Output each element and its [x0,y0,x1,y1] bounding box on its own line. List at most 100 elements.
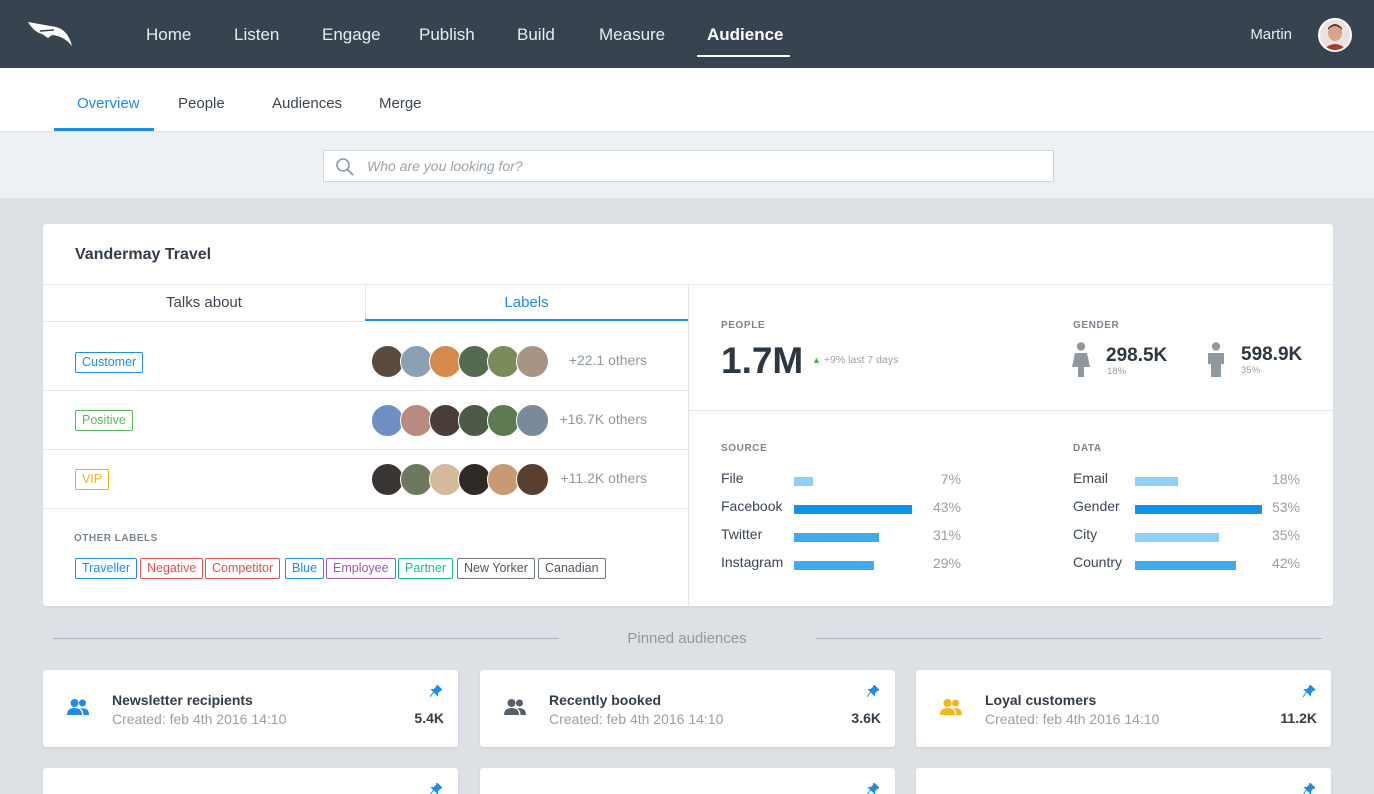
nav-publish[interactable]: Publish [419,25,475,44]
others-count: +22.1 others [568,352,647,368]
bar-label: File [721,470,744,486]
bar-track [794,533,912,542]
bar-percent: 53% [1271,499,1300,515]
source-label: SOURCE [721,443,768,454]
audience-created: Created: feb 4th 2016 14:10 [985,711,1160,727]
pinned-audience-card[interactable] [480,768,895,794]
divider [43,321,365,322]
tab-overview[interactable]: Overview [77,95,140,112]
female-pct: 18% [1107,366,1127,377]
nav-build[interactable]: Build [517,25,555,44]
label-row[interactable]: Positive +16.7K others [43,391,688,450]
person-avatar [400,463,433,496]
bar-track [794,561,912,570]
label-tag-competitor[interactable]: Competitor [205,558,281,579]
others-count: +16.7K others [559,411,647,427]
pin-icon[interactable] [867,783,879,794]
label-tag-canadian[interactable]: Canadian [538,558,606,579]
bar-label: Email [1073,470,1109,486]
pin-icon[interactable] [867,685,879,697]
pinned-audiences-title: Pinned audiences [627,630,747,647]
bar-fill [1135,477,1178,486]
bar-fill [1135,505,1262,514]
divider [365,284,366,321]
gender-label: GENDER [1073,320,1120,331]
bar-percent: 29% [932,555,961,571]
person-avatar [371,463,404,496]
pin-icon[interactable] [1303,783,1315,794]
other-labels-title: OTHER LABELS [74,533,158,544]
bar-fill [794,477,813,486]
card-title: Vandermay Travel [75,246,212,263]
people-change-text: +9% last 7 days [823,354,899,366]
label-tag-positive[interactable]: Positive [75,410,133,431]
bar-label: City [1073,526,1098,542]
audience-created: Created: feb 4th 2016 14:10 [549,711,724,727]
audience-created: Created: feb 4th 2016 14:10 [112,711,287,727]
brand-logo-icon[interactable] [26,18,74,50]
bar-fill [794,505,912,514]
bar-percent: 31% [932,527,961,543]
label-row[interactable]: VIP +11.2K others [43,450,688,509]
bar-track [1135,533,1262,542]
label-row[interactable]: Customer +22.1 others [43,332,688,391]
people-label: PEOPLE [721,320,766,331]
audience-overview-card: Vandermay Travel Talks about Labels Cust… [43,224,1333,606]
label-tag-vip[interactable]: VIP [75,469,110,490]
pin-icon[interactable] [430,783,442,794]
labels-tab-indicator [365,319,688,321]
divider [688,284,689,606]
male-pct: 35% [1241,365,1261,376]
bar-fill [1135,561,1236,570]
pin-icon[interactable] [1303,685,1315,697]
top-nav-bar: Home Listen Engage Publish Build Measure… [0,0,1374,68]
label-tag-partner[interactable]: Partner [398,558,453,579]
nav-home[interactable]: Home [146,25,192,44]
user-avatar[interactable] [1318,18,1352,52]
pinned-audience-card[interactable]: Recently booked Created: feb 4th 2016 14… [480,670,895,747]
pinned-audience-card[interactable] [916,768,1331,794]
nav-listen[interactable]: Listen [234,25,280,44]
female-icon [1072,342,1090,377]
bar-label: Country [1073,554,1123,570]
pinned-audience-card[interactable] [43,768,458,794]
user-name[interactable]: Martin [1250,26,1292,43]
divider [688,410,1333,411]
audience-count: 5.4K [414,710,444,726]
search-icon [336,158,354,176]
user-avatar-icon [1320,20,1350,50]
pinned-audience-card[interactable]: Newsletter recipients Created: feb 4th 2… [43,670,458,747]
bar-track [794,477,912,486]
audience-count: 11.2K [1280,710,1317,726]
tab-audiences[interactable]: Audiences [272,95,343,112]
others-count: +11.2K others [560,470,647,486]
tab-labels[interactable]: Labels [504,294,549,311]
label-tag-new-yorker[interactable]: New Yorker [457,558,535,579]
person-avatar [516,345,549,378]
label-tag-blue[interactable]: Blue [285,558,325,579]
nav-audience[interactable]: Audience [707,25,784,44]
label-tag-employee[interactable]: Employee [326,558,396,579]
male-icon [1208,342,1224,377]
person-avatar [458,404,491,437]
subnav-active-indicator [54,128,154,131]
bar-percent: 43% [932,499,961,515]
tab-talks-about[interactable]: Talks about [166,294,242,311]
search-input[interactable] [367,151,1037,181]
label-tag-traveller[interactable]: Traveller [75,558,138,579]
audience-count: 3.6K [851,710,881,726]
bar-track [794,505,912,514]
nav-measure[interactable]: Measure [599,25,666,44]
tab-merge[interactable]: Merge [379,95,422,112]
group-icon [504,699,526,715]
search-box[interactable] [323,150,1054,182]
pinned-audience-card[interactable]: Loyal customers Created: feb 4th 2016 14… [916,670,1331,747]
pin-icon[interactable] [430,685,442,697]
label-tag-customer[interactable]: Customer [75,352,144,373]
tab-people[interactable]: People [178,95,225,112]
trend-up-icon: ▲ [812,355,821,365]
bar-percent: 7% [940,471,961,487]
bar-percent: 42% [1271,555,1300,571]
nav-engage[interactable]: Engage [322,25,381,44]
label-tag-negative[interactable]: Negative [140,558,204,579]
